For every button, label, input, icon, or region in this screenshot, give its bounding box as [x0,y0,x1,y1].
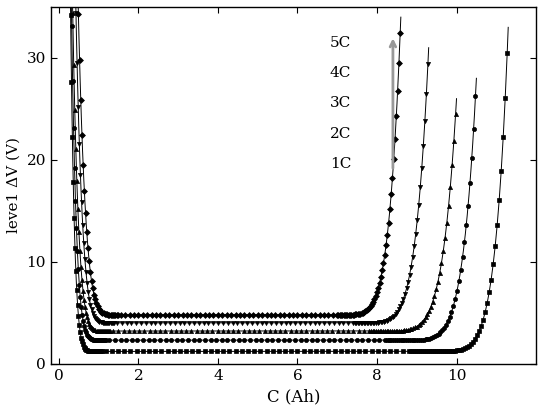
X-axis label: C (Ah): C (Ah) [267,388,320,405]
Y-axis label: leve1 ΔV (V): leve1 ΔV (V) [7,137,21,233]
Text: 2C: 2C [330,126,351,140]
Text: 1C: 1C [330,157,351,171]
Text: 3C: 3C [330,96,351,110]
Text: 5C: 5C [330,35,351,49]
Text: 4C: 4C [330,66,351,80]
